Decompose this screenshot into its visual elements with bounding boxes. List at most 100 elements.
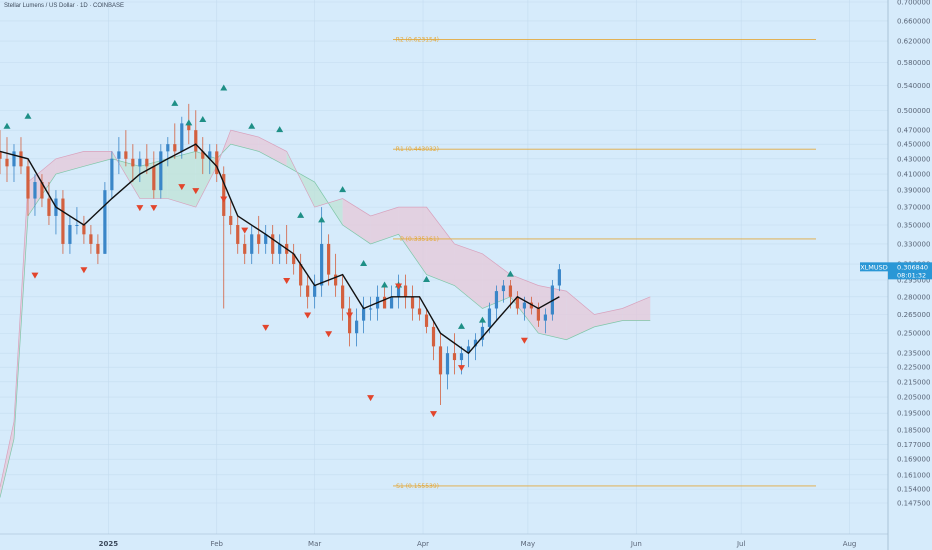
- baseline-line: [0, 143, 560, 355]
- pivot-level-label: R1 (0.443032): [396, 146, 439, 153]
- cloud-segment: [454, 243, 483, 309]
- cloud-span-b: [0, 129, 651, 488]
- signal-down-marker: [283, 278, 291, 285]
- signal-down-marker: [325, 331, 333, 338]
- candle-body: [61, 198, 65, 244]
- candle-body: [201, 151, 205, 159]
- x-tick-label: Apr: [417, 540, 429, 548]
- cloud-span-a: [0, 143, 651, 498]
- y-tick-label: 0.235000: [897, 350, 930, 358]
- candle-body: [320, 243, 324, 286]
- price-tag-symbol-box: [860, 262, 888, 272]
- price-tag-countdown: 08:01:32: [897, 271, 926, 279]
- x-tick-label: Feb: [211, 540, 224, 548]
- signal-down-marker: [31, 272, 39, 279]
- signal-down-marker: [192, 188, 200, 195]
- candle-body: [459, 353, 464, 361]
- candle-body: [438, 346, 443, 375]
- signal-down-marker: [241, 227, 249, 234]
- signal-up-marker: [318, 216, 326, 223]
- candle-body: [424, 314, 429, 327]
- candle-body: [250, 234, 254, 254]
- y-tick-label: 0.430000: [897, 155, 930, 163]
- price-tag-symbol: XLMUSD: [860, 263, 888, 271]
- candle-body: [543, 314, 547, 321]
- candle-body: [389, 296, 394, 309]
- candle-body: [180, 123, 184, 152]
- candle-body: [33, 182, 37, 199]
- x-tick-label: Aug: [843, 540, 857, 548]
- candle-body: [12, 151, 16, 167]
- cloud-segment: [342, 198, 371, 244]
- candle-body: [431, 326, 436, 347]
- y-tick-label: 0.370000: [897, 204, 930, 212]
- pivot-level-label: R2 (0.623154): [396, 36, 439, 43]
- y-tick-label: 0.500000: [897, 107, 930, 115]
- candle-body: [306, 285, 310, 297]
- candle-body: [222, 174, 226, 216]
- candle-body: [19, 151, 23, 167]
- candle-body: [452, 353, 457, 361]
- candle-body: [236, 224, 240, 244]
- candle-body: [410, 296, 415, 309]
- x-tick-label: Mar: [308, 540, 321, 548]
- signal-up-marker: [478, 316, 486, 323]
- candle-body: [354, 320, 359, 334]
- candle-body: [243, 243, 247, 254]
- candle-body: [117, 151, 121, 159]
- signal-up-marker: [276, 126, 284, 133]
- candle-body: [173, 144, 177, 152]
- cloud-segment: [370, 207, 399, 244]
- candle-body: [26, 166, 30, 199]
- x-tick-label: Jul: [736, 540, 746, 548]
- signal-down-marker: [395, 283, 403, 290]
- y-tick-label: 0.185000: [897, 427, 930, 435]
- candle-body: [557, 269, 561, 286]
- signal-down-marker: [136, 205, 144, 212]
- signal-up-marker: [381, 281, 389, 288]
- candle-body: [313, 285, 317, 297]
- candle-body: [40, 182, 44, 199]
- cloud-segment: [0, 421, 14, 498]
- candle-body: [382, 296, 387, 309]
- candle-body: [47, 198, 51, 216]
- signal-down-marker: [178, 184, 186, 191]
- candle-body: [473, 339, 478, 347]
- candle-body: [466, 346, 471, 354]
- y-tick-label: 0.177000: [897, 441, 930, 449]
- y-tick-label: 0.280000: [897, 293, 930, 301]
- signal-up-marker: [199, 116, 207, 123]
- signal-up-marker: [360, 260, 368, 267]
- pivot-levels: R2 (0.623154) R1 (0.443032) P (0.335161) S1…: [393, 36, 816, 490]
- signal-up-marker: [423, 276, 431, 283]
- signal-up-marker: [297, 211, 305, 218]
- y-tick-label: 0.390000: [897, 187, 930, 195]
- signal-down-marker: [457, 365, 465, 372]
- y-tick-label: 0.161000: [897, 471, 930, 479]
- x-axis: 2025 Feb Mar Apr May Jun Jul Aug: [0, 533, 888, 548]
- y-tick-label: 0.225000: [897, 364, 930, 372]
- candle-body: [368, 308, 373, 310]
- candle-body: [271, 234, 275, 254]
- candle-body: [131, 158, 135, 167]
- y-tick-label: 0.350000: [897, 221, 930, 229]
- candle-body: [417, 308, 422, 315]
- price-tag-price: 0.306840: [897, 263, 928, 271]
- candle-body: [403, 285, 408, 297]
- candle-body: [159, 151, 163, 191]
- cloud-segment: [195, 151, 217, 208]
- signal-down-marker: [80, 267, 88, 274]
- candle-body: [522, 302, 527, 309]
- signal-down-marker: [220, 196, 228, 203]
- cloud-segment: [258, 137, 287, 167]
- chart-title: Stellar Lumens / US Dollar · 1D · COINBA…: [4, 3, 125, 9]
- y-tick-label: 0.195000: [897, 410, 930, 418]
- cloud-segment: [566, 291, 595, 340]
- y-tick-label: 0.205000: [897, 394, 930, 402]
- candle-body: [152, 166, 156, 191]
- signal-up-marker: [339, 186, 347, 193]
- signal-markers: [3, 84, 528, 418]
- candle-body: [89, 234, 93, 244]
